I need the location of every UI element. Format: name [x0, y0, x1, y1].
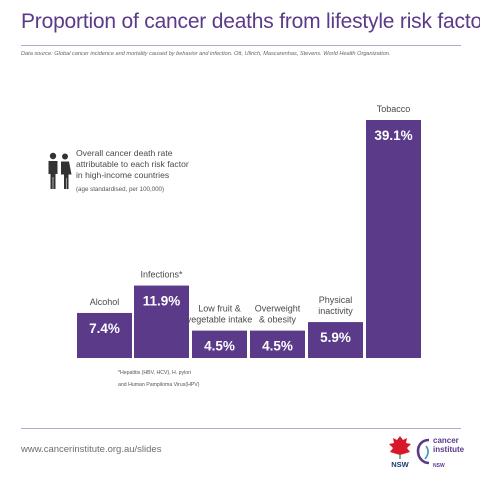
category-label-physical-inactivity: inactivity: [318, 306, 353, 316]
bar-low-fruit-vegetable-intake: [192, 330, 247, 358]
footnote-line: *Hepatitis (HBV, HCV), H. pylori: [118, 370, 192, 376]
footnote: *Hepatitis (HBV, HCV), H. pylori and Hum…: [118, 367, 228, 391]
category-label-overweight-obesity: Overweight: [255, 304, 301, 314]
bar-alcohol: [77, 312, 132, 358]
value-label-physical-inactivity: 5.9%: [320, 330, 351, 345]
category-label-low-fruit-vegetable-intake: vegetable intake: [187, 315, 253, 325]
logo-text-line: cancer: [433, 436, 459, 445]
legend-line: attributable to each risk factor: [76, 159, 189, 169]
nsw-logo-text: NSW: [391, 460, 409, 469]
value-label-alcohol: 7.4%: [89, 321, 120, 336]
cancer-institute-logo-sub: NSW: [433, 463, 445, 469]
category-label-overweight-obesity: & obesity: [259, 315, 297, 325]
legend-line: in high-income countries: [76, 170, 170, 180]
cancer-institute-logo-text: cancer institute: [433, 436, 465, 454]
category-label-alcohol: Alcohol: [90, 297, 120, 307]
value-label-infections: 11.9%: [143, 294, 181, 309]
people-icon: [48, 152, 72, 189]
category-label-tobacco: Tobacco: [377, 104, 411, 114]
bar-tobacco: [366, 120, 421, 358]
bar-physical-inactivity: [308, 322, 363, 358]
cancer-institute-logo-icon: [416, 438, 430, 465]
legend-subtitle: (age standardised, per 100,000): [76, 186, 165, 193]
bar-overweight-obesity: [250, 330, 305, 358]
footer-divider: [21, 428, 461, 429]
value-label-overweight-obesity: 4.5%: [262, 339, 293, 354]
nsw-waratah-logo: NSW: [389, 436, 411, 469]
category-label-low-fruit-vegetable-intake: Low fruit &: [198, 304, 241, 314]
value-label-low-fruit-vegetable-intake: 4.5%: [204, 339, 235, 354]
category-label-physical-inactivity: Physical: [319, 295, 353, 305]
title-divider: [21, 45, 461, 46]
category-label-infections: Infections*: [140, 270, 183, 280]
footnote-line: and Human Pampiloma Virus(HPV): [118, 382, 200, 388]
bar-infections: [134, 285, 189, 358]
legend-line: Overall cancer death rate: [76, 148, 173, 158]
chart-title: Proportion of cancer deaths from lifesty…: [21, 10, 480, 33]
value-label-tobacco: 39.1%: [374, 128, 412, 143]
legend-description: Overall cancer death rate attributable t…: [76, 148, 206, 181]
logo-text-line: institute: [433, 444, 465, 454]
data-source-note: Data source: Global cancer incidence and…: [21, 51, 391, 57]
footer-url[interactable]: www.cancerinstitute.org.au/slides: [21, 444, 162, 455]
